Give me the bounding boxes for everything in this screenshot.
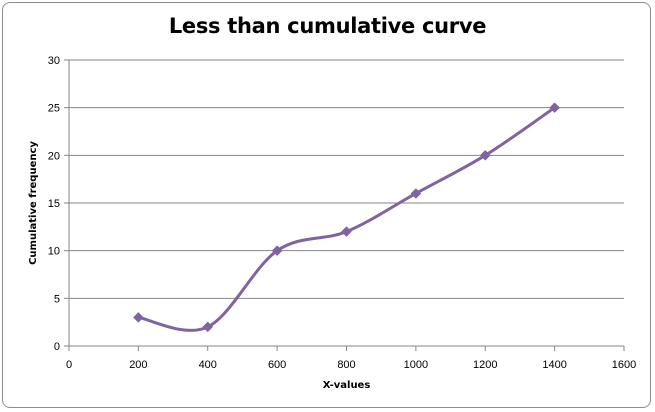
data-point: [341, 226, 352, 237]
y-tick-label: 0: [54, 341, 60, 353]
x-tick-label: 200: [129, 359, 147, 371]
y-axis-title: Cumulative frequency: [28, 141, 39, 265]
chart-area: [2, 2, 651, 408]
y-tick-label: 20: [48, 150, 60, 162]
y-tick-label: 10: [48, 246, 60, 258]
x-tick-label: 1600: [612, 359, 636, 371]
y-tick-label: 15: [48, 198, 60, 210]
gridlines: [69, 59, 624, 299]
series-line: [136, 106, 557, 332]
x-tick-label: 1000: [404, 359, 428, 371]
x-tick-label: 1200: [473, 359, 497, 371]
y-tick-label: 5: [54, 293, 60, 305]
data-point: [271, 245, 283, 257]
x-tick-label: 400: [199, 359, 217, 371]
series-layer: [133, 102, 560, 333]
x-tick-label: 0: [66, 359, 72, 371]
data-point: [202, 321, 214, 333]
data-point: [133, 312, 144, 323]
data-point: [549, 102, 560, 114]
x-tick-labels: 0 200 400 600 800 1000 1200 1400 1600: [66, 346, 636, 371]
x-tick-label: 800: [337, 359, 355, 371]
x-tick-label: 600: [268, 359, 286, 371]
y-tick-labels: 0 5 10 15 20 25 30: [48, 55, 69, 353]
chart-title: Less than cumulative curve: [168, 14, 487, 38]
y-tick-label: 25: [48, 103, 60, 115]
data-point: [479, 149, 491, 161]
y-tick-label: 30: [48, 55, 60, 67]
x-tick-label: 1400: [542, 359, 566, 371]
x-axis-title: X-values: [323, 380, 371, 391]
data-point: [410, 188, 422, 199]
